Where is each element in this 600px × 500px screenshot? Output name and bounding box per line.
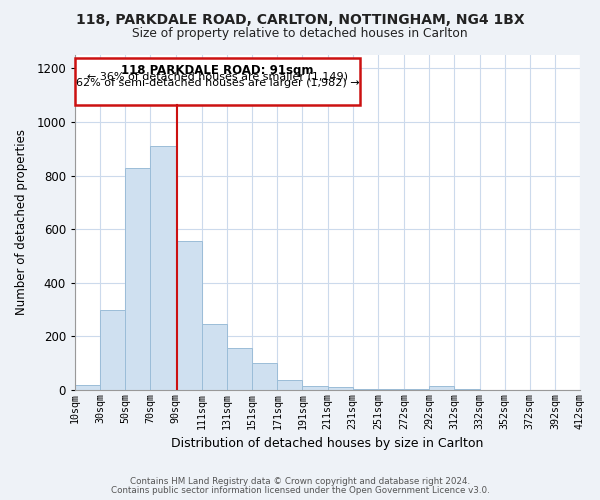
Text: Contains public sector information licensed under the Open Government Licence v3: Contains public sector information licen… bbox=[110, 486, 490, 495]
Y-axis label: Number of detached properties: Number of detached properties bbox=[15, 130, 28, 316]
Bar bbox=[202, 324, 227, 390]
Bar bbox=[252, 363, 277, 390]
Text: ← 36% of detached houses are smaller (1,149): ← 36% of detached houses are smaller (1,… bbox=[87, 71, 348, 81]
Text: 118 PARKDALE ROAD: 91sqm: 118 PARKDALE ROAD: 91sqm bbox=[121, 64, 314, 76]
Bar bbox=[302, 386, 328, 390]
Bar bbox=[429, 386, 454, 390]
Text: 118, PARKDALE ROAD, CARLTON, NOTTINGHAM, NG4 1BX: 118, PARKDALE ROAD, CARLTON, NOTTINGHAM,… bbox=[76, 12, 524, 26]
Bar bbox=[125, 168, 151, 390]
Bar bbox=[277, 380, 302, 390]
Bar bbox=[100, 310, 125, 390]
Bar bbox=[75, 384, 100, 390]
Bar bbox=[176, 241, 202, 390]
FancyBboxPatch shape bbox=[75, 58, 361, 104]
Bar bbox=[353, 388, 378, 390]
Text: Size of property relative to detached houses in Carlton: Size of property relative to detached ho… bbox=[132, 28, 468, 40]
Text: 62% of semi-detached houses are larger (1,982) →: 62% of semi-detached houses are larger (… bbox=[76, 78, 359, 88]
X-axis label: Distribution of detached houses by size in Carlton: Distribution of detached houses by size … bbox=[172, 437, 484, 450]
Bar bbox=[378, 389, 404, 390]
Text: Contains HM Land Registry data © Crown copyright and database right 2024.: Contains HM Land Registry data © Crown c… bbox=[130, 477, 470, 486]
Bar bbox=[227, 348, 252, 390]
Bar bbox=[328, 387, 353, 390]
Bar bbox=[151, 146, 176, 390]
